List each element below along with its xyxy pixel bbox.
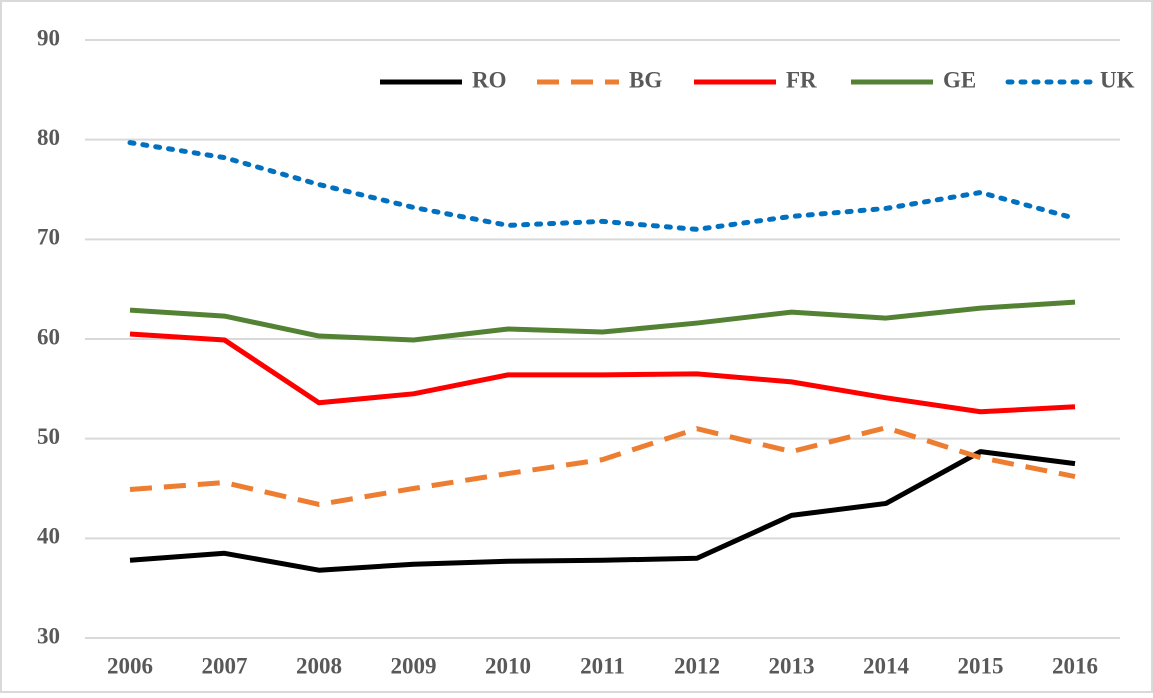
y-tick-label: 60 (37, 324, 60, 349)
y-tick-label: 80 (37, 125, 60, 150)
x-tick-label: 2007 (202, 653, 248, 678)
x-tick-label: 2008 (296, 653, 342, 678)
y-tick-label: 90 (37, 25, 60, 50)
y-tick-label: 30 (37, 623, 60, 648)
x-tick-label: 2006 (107, 653, 153, 678)
legend-label: RO (472, 67, 507, 92)
x-tick-label: 2012 (674, 653, 720, 678)
x-tick-label: 2009 (391, 653, 437, 678)
x-tick-label: 2016 (1052, 653, 1098, 678)
x-tick-label: 2015 (958, 653, 1004, 678)
series-line (127, 140, 1078, 232)
series-line (129, 331, 1076, 415)
x-tick-label: 2010 (485, 653, 531, 678)
series-line (129, 449, 1076, 573)
legend-label: GE (943, 67, 976, 92)
legend-label: UK (1100, 67, 1135, 92)
legend-label: FR (786, 67, 817, 92)
y-tick-label: 50 (37, 424, 60, 449)
x-tick-label: 2013 (769, 653, 815, 678)
x-tick-label: 2011 (580, 653, 625, 678)
x-tick-label: 2014 (863, 653, 910, 678)
legend-label: BG (629, 67, 662, 92)
y-tick-label: 70 (37, 225, 60, 250)
series-line (129, 425, 1076, 507)
y-tick-label: 40 (37, 524, 60, 549)
series-line (129, 299, 1076, 343)
